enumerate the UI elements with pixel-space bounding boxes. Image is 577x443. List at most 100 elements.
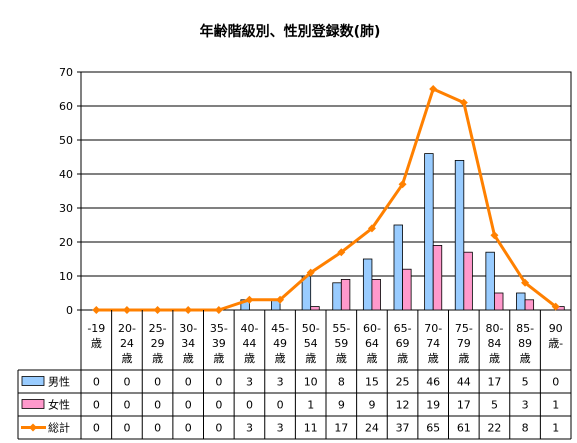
category-label-1: 20-: [118, 322, 136, 335]
table-cell-女性-2: 0: [154, 399, 161, 412]
table-cell-女性-5: 0: [246, 399, 253, 412]
table-cell-総計-0: 0: [93, 422, 100, 435]
category-label-10: 65-: [394, 322, 412, 335]
point-総計-3: [184, 306, 193, 314]
y-axis: 0 10 20 30 40 50 60 70: [59, 66, 81, 317]
category-label-14: 歳: [520, 352, 531, 365]
category-label-2: 25-: [149, 322, 167, 335]
point-総計-13: [490, 231, 499, 240]
category-label-6: 歳: [275, 352, 286, 365]
table-cell-女性-7: 1: [307, 399, 314, 412]
table-cell-総計-10: 37: [396, 422, 410, 435]
table-cell-女性-15: 1: [552, 399, 559, 412]
bar-男性-14: [516, 292, 526, 311]
table-cell-総計-7: 11: [304, 422, 318, 435]
table-cell-総計-14: 8: [522, 422, 529, 435]
table-cell-総計-9: 24: [365, 422, 379, 435]
category-label-10: 69: [396, 337, 410, 350]
bar-女性-11: [432, 244, 443, 311]
category-label-3: 30-: [179, 322, 197, 335]
plot-area: [80, 71, 572, 311]
table-cell-男性-8: 8: [338, 376, 345, 389]
category-label-8: 歳: [336, 352, 347, 365]
point-総計-10: [398, 180, 407, 189]
y-tick-label: 0: [66, 304, 73, 317]
category-label-9: 64: [365, 337, 379, 350]
table-cell-女性-10: 12: [396, 399, 410, 412]
table-cell-総計-2: 0: [154, 422, 161, 435]
table-cell-総計-11: 65: [426, 422, 440, 435]
bar-男性-9: [362, 258, 373, 311]
category-label-6: 45-: [271, 322, 289, 335]
table-cell-女性-14: 3: [522, 399, 529, 412]
y-tick-label: 10: [59, 270, 73, 283]
bar-男性-8: [332, 282, 342, 311]
bar-男性-12: [454, 159, 465, 311]
table-cell-男性-7: 10: [304, 376, 318, 389]
category-label-5: 歳: [244, 352, 255, 365]
category-label-4: 39: [212, 337, 226, 350]
table-cell-総計-15: 1: [552, 422, 559, 435]
category-label-13: 84: [487, 337, 501, 350]
category-label-12: 歳: [458, 352, 469, 365]
category-label-7: 50-: [302, 322, 320, 335]
bar-女性-10: [402, 268, 412, 311]
category-label-2: 歳: [152, 352, 163, 365]
table-cell-男性-5: 3: [246, 376, 253, 389]
category-label-11: 70-: [424, 322, 442, 335]
table-cell-男性-0: 0: [93, 376, 100, 389]
category-labels: -19 歳 20- 24 歳 25- 29 歳 30- 34 歳 35- 39 歳 40- 44 歳 45- 49 歳…: [87, 322, 563, 365]
table-cell-女性-0: 0: [93, 399, 100, 412]
legend-label-総計: 総計: [48, 421, 70, 435]
category-label-15: 90: [549, 322, 563, 335]
category-label-12: 75-: [455, 322, 473, 335]
category-label-1: 24: [120, 337, 134, 350]
point-総計-6: [276, 295, 285, 304]
gridlines: [80, 71, 572, 311]
point-総計-4: [214, 306, 223, 314]
table-cell-男性-14: 5: [522, 376, 529, 389]
table-cell-女性-1: 0: [123, 399, 130, 412]
category-label-3: 歳: [183, 352, 194, 365]
category-label-14: 85-: [516, 322, 534, 335]
category-label-14: 89: [518, 337, 532, 350]
y-tick-label: 30: [59, 202, 73, 215]
category-label-10: 歳: [397, 352, 408, 365]
y-tick-label: 70: [59, 66, 73, 79]
y-tick-label: 50: [59, 134, 73, 147]
legend-key-男性: [21, 376, 45, 386]
bar-女性-9: [371, 278, 381, 311]
data-table: 男性 0 0 0 0 0 3 3 10 8 15 25 46 44 17 5 0女性 0 0 0 0 0 0 0 1 9 9 12 19…: [17, 310, 572, 440]
table-cell-女性-4: 0: [215, 399, 222, 412]
point-総計-11: [429, 85, 438, 93]
bar-女性-12: [463, 251, 473, 311]
table-cell-総計-6: 3: [277, 422, 284, 435]
bar-男性-7: [301, 275, 312, 311]
category-label-13: 歳: [489, 352, 500, 365]
category-label-5: 44: [242, 337, 256, 350]
point-総計-14: [521, 278, 530, 287]
legend-label-男性: 男性: [48, 375, 70, 389]
table-cell-女性-12: 17: [457, 399, 471, 412]
legend-key-marker-総計: [29, 423, 37, 432]
category-label-13: 80-: [485, 322, 503, 335]
table-cell-総計-3: 0: [185, 422, 192, 435]
table-cell-女性-11: 19: [426, 399, 440, 412]
point-総計-15: [551, 302, 560, 311]
category-label-0: -19: [87, 322, 105, 335]
chart-title: 年齢階級別、性別登録数(肺): [200, 23, 381, 40]
category-label-4: 歳: [213, 352, 224, 365]
category-label-5: 40-: [240, 322, 258, 335]
table-cell-男性-10: 25: [396, 376, 410, 389]
table-cell-男性-6: 3: [277, 376, 284, 389]
category-label-7: 歳: [305, 352, 316, 365]
point-総計-2: [153, 306, 162, 314]
category-label-2: 29: [151, 337, 165, 350]
category-label-9: 60-: [363, 322, 381, 335]
bar-女性-14: [524, 299, 535, 311]
category-label-11: 歳: [428, 352, 439, 365]
category-label-3: 34: [181, 337, 195, 350]
table-cell-男性-15: 0: [552, 376, 559, 389]
y-tick-label: 60: [59, 100, 73, 113]
category-label-0: 歳: [91, 337, 102, 350]
